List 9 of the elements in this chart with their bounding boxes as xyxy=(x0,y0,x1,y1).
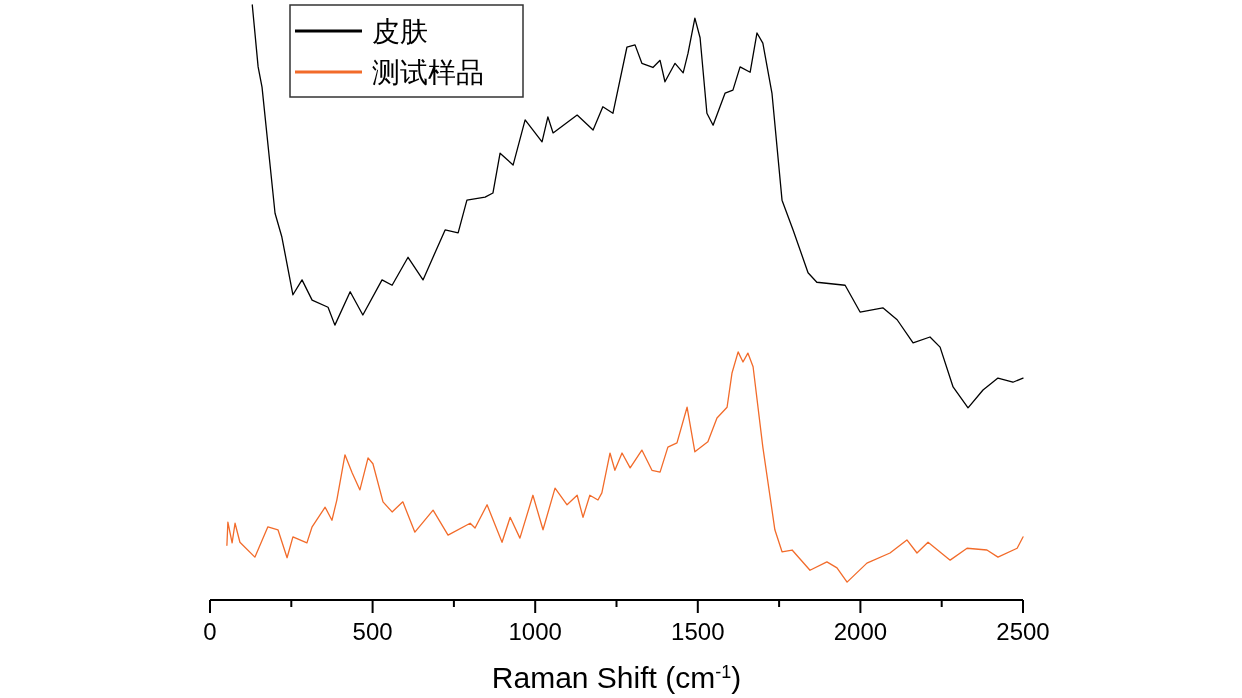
legend-label: 皮肤 xyxy=(372,15,428,48)
x-tick-label: 2000 xyxy=(833,618,888,645)
x-tick-label: 0 xyxy=(203,618,217,645)
x-tick-label: 1500 xyxy=(671,618,725,645)
x-tick-label: 500 xyxy=(352,618,393,645)
x-axis-title: Raman Shift (cm$^{-1}$) xyxy=(491,661,742,694)
x-tick-label: 2500 xyxy=(996,618,1050,645)
legend-label: 测试样品 xyxy=(372,56,484,89)
x-tick-label: 1000 xyxy=(508,618,562,645)
